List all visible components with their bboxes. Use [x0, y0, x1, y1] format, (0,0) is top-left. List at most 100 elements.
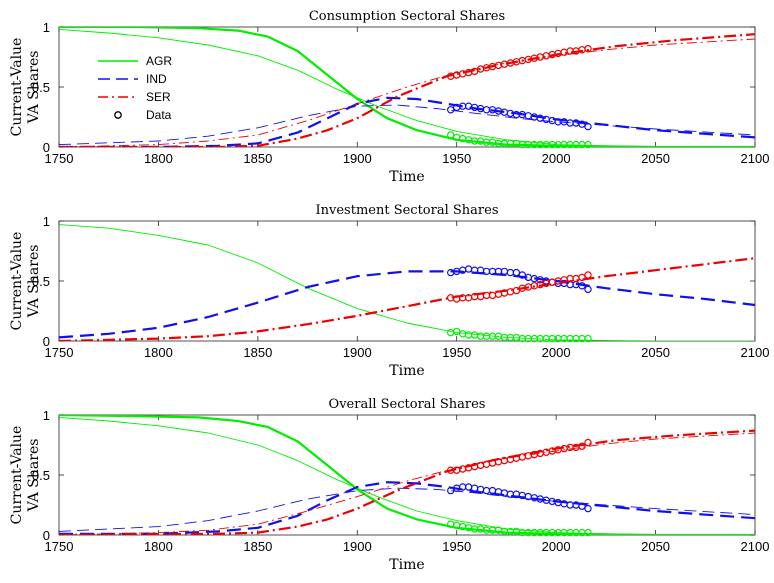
- data-point-agr: [476, 332, 485, 340]
- y-tick-label: 1: [43, 408, 50, 423]
- series-line-ind: [59, 270, 755, 339]
- data-point-ind: [464, 102, 473, 110]
- data-point-ind: [578, 120, 586, 128]
- chart-title: Investment Sectoral Shares: [316, 203, 499, 218]
- data-point-ser: [584, 44, 592, 53]
- data-point-ser: [584, 438, 592, 447]
- data-point-ser: [488, 291, 497, 300]
- x-tick-label: 1950: [442, 539, 471, 554]
- chart-title: Overall Sectoral Shares: [329, 397, 486, 412]
- data-point-ser: [566, 47, 574, 55]
- data-point-ind: [482, 267, 491, 276]
- x-tick-label: 2050: [641, 539, 670, 554]
- data-point-ind: [506, 268, 515, 277]
- y-tick-label: 0.5: [32, 468, 50, 483]
- data-point-agr: [470, 331, 479, 339]
- data-point-ind: [482, 106, 491, 114]
- y-tick-label: 0: [43, 140, 50, 155]
- chart-title: Consumption Sectoral Shares: [309, 9, 505, 24]
- y-axis-label: VA Shares: [26, 245, 42, 319]
- x-axis-label: Time: [389, 169, 424, 185]
- data-point-ser: [518, 453, 527, 461]
- data-point-ser: [578, 273, 586, 282]
- x-axis-label: Time: [389, 557, 424, 573]
- legend-label-ind: IND: [146, 72, 167, 86]
- x-tick-label: 1900: [343, 539, 372, 554]
- data-point-ser: [512, 286, 521, 295]
- x-tick-label: 1750: [45, 345, 74, 360]
- data-point-agr: [453, 327, 461, 336]
- series-line-ser: [59, 429, 755, 535]
- data-point-ind: [512, 268, 521, 277]
- data-point-ind: [506, 490, 515, 498]
- x-tick-label: 1750: [45, 151, 74, 166]
- x-axis-label: Time: [389, 363, 424, 379]
- series-line-ser-model-thin: [59, 432, 755, 535]
- data-point-ser: [459, 70, 467, 78]
- data-point-ind: [542, 115, 550, 124]
- y-axis-label: Current-Value: [9, 38, 25, 137]
- x-tick-label: 2000: [542, 151, 571, 166]
- data-point-ind: [578, 502, 586, 510]
- x-tick-label: 2000: [542, 539, 571, 554]
- data-point-agr: [584, 140, 592, 149]
- x-tick-label: 1850: [243, 345, 272, 360]
- data-point-ser: [476, 461, 485, 470]
- x-tick-label: 1900: [343, 151, 372, 166]
- series-line-agr-model-thin: [59, 28, 755, 147]
- data-point-ind: [500, 489, 509, 497]
- series-line-ind-model-thin: [59, 104, 755, 146]
- series-line-ind-model-thin: [59, 487, 755, 532]
- data-point-ind: [584, 504, 592, 513]
- series-line-agr: [59, 415, 755, 535]
- legend-label-data: Data: [146, 108, 172, 122]
- data-point-ser: [572, 274, 580, 283]
- panel-1: Consumption Sectoral Shares 1750 1800 1850 1…: [9, 9, 769, 185]
- x-tick-label: 1850: [243, 539, 272, 554]
- data-point-ind: [584, 122, 592, 131]
- series-line-agr: [59, 27, 755, 147]
- series-line-ind: [59, 96, 755, 147]
- data-point-ind: [464, 265, 473, 273]
- x-tick-label: 1750: [45, 539, 74, 554]
- data-point-agr: [464, 331, 473, 339]
- y-tick-label: 0: [43, 334, 50, 349]
- data-point-ind: [464, 483, 473, 491]
- y-tick-label: 0.5: [32, 80, 50, 95]
- series-line-ser: [59, 33, 755, 147]
- data-point-agr: [447, 131, 455, 139]
- series-line-ser: [59, 257, 755, 341]
- y-tick-label: 1: [43, 20, 50, 35]
- y-tick-label: 0.5: [32, 274, 50, 289]
- data-point-ser: [584, 271, 592, 279]
- data-point-agr: [447, 328, 455, 337]
- y-tick-label: 0: [43, 528, 50, 543]
- data-point-ind: [482, 486, 491, 495]
- x-tick-label: 1800: [144, 539, 173, 554]
- x-tick-label: 2050: [641, 151, 670, 166]
- data-point-ind: [500, 267, 509, 276]
- data-point-ser: [470, 67, 479, 76]
- y-axis-label: Current-Value: [9, 232, 25, 331]
- data-point-ser: [524, 452, 533, 460]
- data-point-ser: [506, 288, 515, 296]
- y-axis-label: VA Shares: [26, 439, 42, 513]
- y-tick-label: 1: [43, 214, 50, 229]
- axes-frame: [58, 414, 756, 536]
- data-point-ser: [578, 442, 586, 450]
- x-tick-label: 2100: [741, 539, 770, 554]
- data-point-ind: [584, 285, 592, 294]
- x-tick-label: 2000: [542, 345, 571, 360]
- data-point-ind: [524, 112, 533, 120]
- data-point-ind: [518, 271, 527, 279]
- legend-label-ser: SER: [146, 90, 171, 104]
- y-axis-label: Current-Value: [9, 426, 25, 525]
- data-point-agr: [584, 528, 592, 537]
- x-tick-label: 1800: [144, 345, 173, 360]
- x-tick-label: 1950: [442, 151, 471, 166]
- data-point-ser: [482, 460, 491, 468]
- x-tick-label: 1950: [442, 345, 471, 360]
- panel-2: Investment Sectoral Shares 1750 1800 1850 19…: [9, 203, 769, 379]
- x-tick-label: 2100: [741, 151, 770, 166]
- legend-swatch-data: [114, 111, 122, 119]
